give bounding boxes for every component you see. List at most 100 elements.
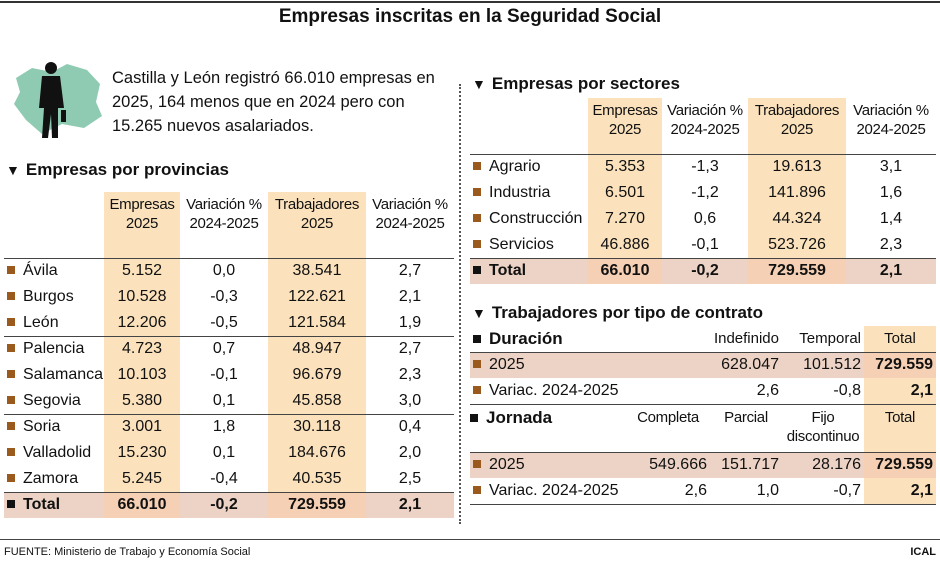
table-row: Valladolid 15.230 0,1 184.676 2,0 bbox=[4, 440, 454, 466]
duracion-header-row: Duración Indefinido Temporal Total bbox=[470, 326, 936, 352]
table-cell: 48.947 bbox=[268, 335, 366, 362]
table-cell: 15.230 bbox=[104, 440, 180, 466]
table-cell: 2,1 bbox=[864, 378, 936, 404]
table-cell: 2,6 bbox=[684, 481, 707, 499]
bullet-icon bbox=[7, 395, 15, 404]
table-cell: 2,3 bbox=[398, 366, 422, 383]
table-cell: 2,1 bbox=[846, 257, 936, 284]
table-cell: 729.559 bbox=[864, 351, 936, 378]
bullet-icon bbox=[473, 162, 481, 171]
table-cell: 0,0 bbox=[180, 257, 268, 284]
bullet-icon bbox=[7, 266, 15, 275]
section-title-provincias: ▼ Empresas por provincias bbox=[6, 160, 229, 180]
table-cell: 523.726 bbox=[748, 232, 846, 258]
table-cell: 66.010 bbox=[104, 491, 180, 518]
bullet-icon bbox=[7, 370, 15, 378]
table-row: Palencia 4.723 0,7 48.947 2,7 bbox=[4, 335, 454, 362]
table-cell: 101.512 bbox=[782, 351, 864, 378]
bullet-icon bbox=[7, 500, 15, 509]
column-header: Variación % 2024-2025 bbox=[853, 102, 929, 138]
table-row: Construcción 7.270 0,6 44.324 1,4 bbox=[470, 206, 936, 232]
table-row: Ávila 5.152 0,0 38.541 2,7 bbox=[4, 257, 454, 284]
map-businessman-illustration bbox=[14, 62, 102, 138]
bullet-icon bbox=[473, 334, 481, 343]
row-label: Salamanca bbox=[23, 366, 104, 383]
bullet-icon bbox=[7, 448, 15, 456]
table-cell: 549.666 bbox=[626, 451, 710, 478]
table-cell: 12.206 bbox=[104, 310, 180, 336]
row-label: Valladolid bbox=[23, 444, 92, 461]
table-cell: -1,2 bbox=[691, 184, 719, 201]
table-cell: 96.679 bbox=[268, 362, 366, 388]
table-row: 2025 549.666 151.717 28.176 729.559 bbox=[470, 451, 936, 478]
footer-rule bbox=[0, 539, 940, 540]
table-cell: 2,0 bbox=[398, 444, 422, 461]
table-row: Segovia 5.380 0,1 45.858 3,0 bbox=[4, 388, 454, 414]
total-row: Total 66.010 -0,2 729.559 2,1 bbox=[470, 257, 936, 284]
table-row: Variac. 2024-2025 2,6 1,0 -0,7 2,1 bbox=[470, 478, 936, 504]
column-header: Total bbox=[864, 326, 936, 352]
column-header: Empresas 2025 bbox=[588, 98, 662, 154]
table-cell: 3,0 bbox=[398, 391, 422, 409]
row-label: 2025 bbox=[489, 456, 525, 474]
column-header: Empresas 2025 bbox=[104, 192, 180, 258]
table-cell: -0,1 bbox=[210, 366, 238, 383]
column-header: Variación % 2024-2025 bbox=[372, 196, 448, 232]
table-cell: -0,1 bbox=[691, 235, 719, 253]
table-cell: 3.001 bbox=[104, 413, 180, 440]
row-label: Burgos bbox=[23, 288, 74, 305]
column-header: Indefinido bbox=[713, 330, 779, 348]
table-cell: 1,6 bbox=[879, 184, 903, 201]
table-cell: 5.380 bbox=[104, 388, 180, 414]
row-label: Variac. 2024-2025 bbox=[489, 381, 619, 399]
row-label: Servicios bbox=[489, 235, 554, 253]
table-cell: 121.584 bbox=[268, 310, 366, 336]
column-header: Temporal bbox=[799, 330, 861, 348]
table-cell: 66.010 bbox=[588, 257, 662, 284]
bullet-icon bbox=[473, 385, 481, 394]
table-cell: -0,5 bbox=[210, 313, 238, 331]
table-cell: -0,3 bbox=[210, 288, 238, 305]
table-row: Agrario 5.353 -1,3 19.613 3,1 bbox=[470, 153, 936, 180]
table-cell: 729.559 bbox=[268, 491, 366, 518]
row-label: Total bbox=[489, 262, 527, 280]
provincias-table: Empresas 2025 Variación % 2024-2025 Trabaj… bbox=[4, 192, 454, 518]
section-title-text: Empresas por sectores bbox=[491, 74, 680, 93]
table-cell: 40.535 bbox=[268, 466, 366, 492]
row-label: Construcción bbox=[489, 210, 583, 227]
bullet-icon bbox=[7, 422, 15, 431]
dotted-divider bbox=[459, 84, 461, 524]
table-cell: 1,0 bbox=[756, 481, 779, 499]
brand-logo: ICAL bbox=[910, 546, 936, 558]
page-title: Empresas inscritas en la Seguridad Socia… bbox=[278, 6, 662, 27]
source-note: FUENTE: Ministerio de Trabajo y Economía… bbox=[4, 546, 251, 558]
row-label: 2025 bbox=[489, 356, 525, 374]
total-row: Total 66.010 -0,2 729.559 2,1 bbox=[4, 491, 454, 518]
group-label: Jornada bbox=[486, 407, 553, 427]
row-label: Ávila bbox=[23, 262, 58, 280]
row-label: Segovia bbox=[23, 391, 81, 409]
table-row: Soria 3.001 1,8 30.118 0,4 bbox=[4, 413, 454, 440]
table-cell: 5.152 bbox=[104, 257, 180, 284]
bullet-icon bbox=[7, 292, 15, 300]
row-label: Zamora bbox=[23, 469, 79, 487]
table-cell: 38.541 bbox=[268, 257, 366, 284]
sectores-table: Empresas 2025 Variación % 2024-2025 Trabaj… bbox=[470, 98, 936, 284]
row-label: Total bbox=[23, 496, 61, 514]
table-cell: 5.245 bbox=[104, 466, 180, 492]
intro-text: Castilla y León registró 66.010 empresas… bbox=[112, 69, 435, 135]
bullet-icon bbox=[473, 360, 481, 369]
table-cell: 141.896 bbox=[748, 180, 846, 206]
table-row: Variac. 2024-2025 2,6 -0,8 2,1 bbox=[470, 378, 936, 404]
column-header: Total bbox=[864, 403, 936, 452]
table-cell: 1,8 bbox=[180, 413, 268, 440]
table-cell: 3,1 bbox=[846, 153, 936, 180]
row-label: Variac. 2024-2025 bbox=[489, 481, 619, 499]
table-cell: 2,7 bbox=[366, 257, 454, 284]
bullet-icon bbox=[7, 344, 15, 353]
column-header: Fijo discontinuo bbox=[782, 403, 864, 452]
table-cell: 28.176 bbox=[782, 451, 864, 478]
table-cell: 46.886 bbox=[588, 232, 662, 258]
section-title-sectores: ▼ Empresas por sectores bbox=[472, 74, 680, 94]
table-cell: 19.613 bbox=[748, 153, 846, 180]
